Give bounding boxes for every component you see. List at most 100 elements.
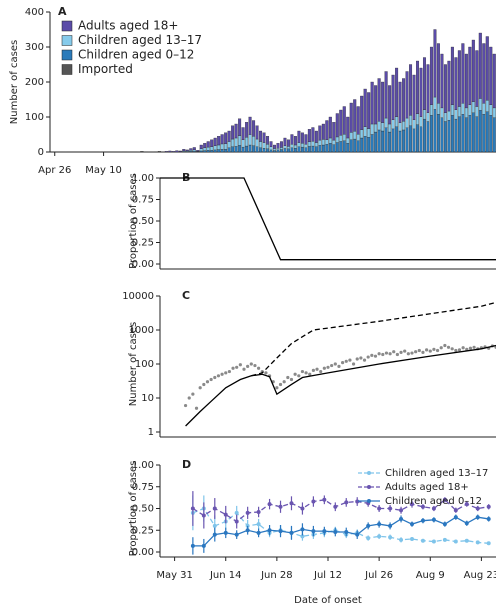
data-point	[450, 347, 454, 351]
x-axis-label: Date of onset	[294, 595, 362, 606]
bar	[429, 104, 433, 116]
bar	[485, 36, 489, 101]
marker	[223, 530, 228, 535]
data-point	[297, 374, 301, 378]
bar	[450, 104, 454, 116]
bar	[185, 149, 189, 152]
bar	[238, 145, 242, 153]
data-point	[461, 346, 465, 350]
bar	[478, 98, 482, 111]
marker	[223, 512, 228, 517]
bar	[311, 127, 315, 142]
x-tick-label: Apr 26	[38, 165, 71, 176]
bar	[363, 126, 367, 137]
marker	[486, 541, 491, 546]
bar	[224, 143, 228, 150]
data-point	[202, 382, 206, 387]
x-tick-label: Jun 14	[209, 570, 242, 581]
marker	[355, 532, 360, 537]
bar	[370, 81, 374, 125]
bar	[402, 78, 406, 122]
bar	[367, 92, 371, 129]
bar	[402, 129, 406, 153]
bar	[471, 112, 475, 153]
bar	[384, 71, 388, 119]
y-tick-label: 400	[25, 7, 44, 18]
bar	[416, 60, 420, 114]
bar	[436, 114, 440, 153]
bar	[353, 138, 357, 153]
data-point	[439, 346, 443, 350]
marker	[234, 519, 239, 524]
data-point	[370, 353, 374, 357]
bar	[220, 143, 224, 150]
bar	[279, 147, 283, 150]
marker	[377, 506, 382, 511]
marker	[420, 518, 425, 523]
data-point	[198, 386, 202, 390]
data-point	[406, 352, 410, 356]
marker	[442, 497, 447, 502]
marker	[278, 504, 283, 509]
marker	[245, 528, 250, 533]
data-point	[359, 356, 363, 360]
data-point	[443, 343, 447, 348]
data-point	[344, 359, 348, 363]
bar	[464, 53, 468, 109]
y-tick-label: 200	[25, 77, 44, 88]
data-point	[454, 348, 458, 353]
bar	[140, 151, 144, 153]
data-point	[457, 348, 462, 352]
bar	[231, 125, 235, 140]
bar	[171, 151, 175, 153]
data-point	[293, 372, 297, 376]
bar	[377, 129, 381, 153]
data-point	[384, 351, 389, 355]
marker	[442, 537, 447, 542]
bar	[328, 143, 332, 153]
bar	[422, 118, 426, 153]
data-point	[428, 349, 432, 353]
bar	[412, 74, 416, 120]
bar	[238, 118, 242, 136]
data-point	[337, 364, 341, 368]
bar	[450, 46, 454, 105]
panel-label: D	[182, 458, 191, 471]
bar	[409, 125, 413, 153]
data-point	[235, 365, 239, 369]
marker	[289, 501, 294, 506]
bar	[199, 148, 203, 152]
y-tick-label: 0.75	[132, 195, 154, 206]
bar	[346, 116, 350, 139]
bar	[478, 32, 482, 99]
data-point	[395, 352, 399, 357]
legend-label: Children aged 0–12	[385, 496, 482, 507]
marker	[431, 506, 436, 511]
bar	[227, 141, 231, 148]
marker	[289, 530, 294, 535]
bar	[300, 132, 304, 144]
legend-swatch	[61, 35, 73, 46]
bar	[349, 132, 353, 140]
bar	[377, 121, 381, 131]
bar	[346, 143, 350, 153]
line	[192, 516, 489, 547]
marker	[442, 522, 447, 527]
data-point	[377, 352, 381, 356]
y-tick-label: 0.75	[132, 482, 154, 493]
bar	[457, 50, 461, 107]
bar	[269, 146, 273, 151]
bar	[245, 122, 249, 138]
bar	[241, 139, 245, 148]
marker	[333, 529, 338, 534]
bar	[464, 117, 468, 153]
y-tick-label: 1	[148, 427, 154, 438]
bar	[220, 134, 224, 145]
bar	[492, 53, 496, 109]
data-point	[446, 345, 451, 349]
bar	[475, 106, 479, 117]
bar	[443, 112, 447, 122]
marker	[212, 506, 217, 511]
bar	[238, 135, 242, 146]
bar	[335, 142, 339, 153]
